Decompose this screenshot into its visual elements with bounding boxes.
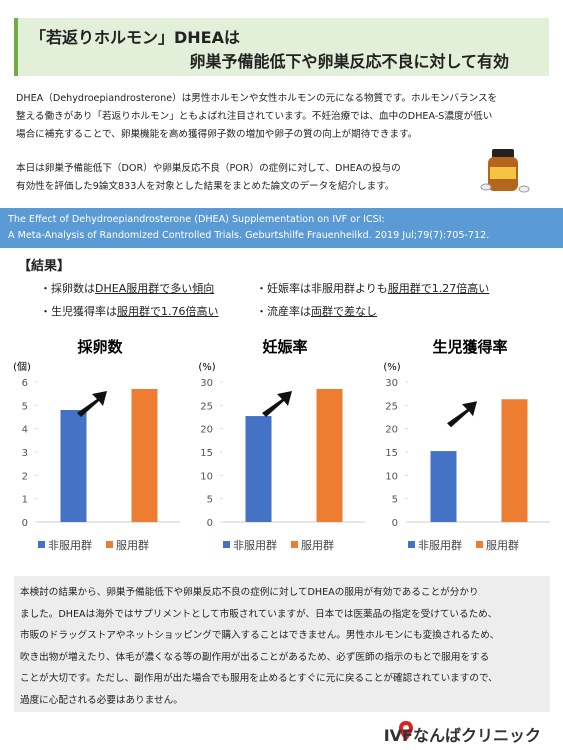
- y-tick-label: 15: [200, 448, 213, 459]
- y-tick-label: 3: [22, 448, 28, 459]
- results-heading: 【結果】: [18, 259, 71, 274]
- text-line: 過度に心配される必要はありません。: [20, 694, 183, 706]
- legend-swatch: [223, 541, 230, 548]
- y-tick-label: 6: [22, 378, 28, 389]
- legend-swatch: [106, 541, 113, 548]
- text-line: 本検討の結果から、卵巣予備能低下や卵巣反応不良の症例に対してDHEAの服用が有効…: [20, 587, 479, 598]
- supplement-icon: [480, 149, 530, 193]
- y-tick-label: 30: [200, 378, 213, 389]
- bar: [430, 451, 457, 522]
- result-item: ・流産率は両群で差なし: [256, 303, 377, 319]
- underlined-text: 服用群で1.27倍高い: [387, 282, 490, 295]
- underlined-text: DHEA服用群で多い傾向: [95, 282, 215, 295]
- result-item: ・採卵数はDHEA服用群で多い傾向: [40, 280, 214, 296]
- bar: [131, 389, 158, 522]
- underlined-text: 両群で差なし: [311, 305, 377, 318]
- y-tick-label: 20: [200, 425, 213, 436]
- text-line: 吹き出物が増えたり、体毛が濃くなる等の副作用が出ることがあるため、必ず医師の指示…: [20, 651, 490, 663]
- y-tick-label: 20: [385, 425, 398, 436]
- result-item: ・生児獲得率は服用群で1.76倍高い: [40, 303, 219, 319]
- arrow: [262, 391, 292, 417]
- bar: [245, 416, 272, 522]
- y-tick-label: 10: [200, 471, 213, 482]
- text-line: 市販のドラッグストアやネットショッピングで購入することはできません。男性ホルモン…: [20, 630, 500, 641]
- text: ・生児獲得率は: [40, 305, 117, 318]
- text-line: 本日は卵巣予備能低下（DOR）や卵巣反応不良（POR）の症例に対して、DHEAの…: [16, 163, 401, 174]
- text-line: 場合に補充することで、卵巣機能を高め獲得卵子数の増加や卵子の質の向上が期待できま…: [16, 129, 418, 140]
- arrow: [77, 391, 107, 417]
- logo-pin: [399, 721, 413, 741]
- text: ・採卵数は: [40, 282, 95, 295]
- y-tick-label: 2: [22, 471, 28, 482]
- title-line: 卵巣予備能低下や卵巣反応不良に対して有効: [189, 52, 509, 71]
- chart-title: 採卵数: [77, 338, 123, 356]
- text: ・妊娠率は非服用群よりも: [256, 282, 388, 295]
- y-tick-label: 0: [392, 518, 398, 529]
- legend-label: 非服用群: [48, 538, 92, 552]
- result-item: ・妊娠率は非服用群よりも服用群で1.27倍高い: [256, 280, 489, 296]
- bar: [60, 410, 87, 522]
- y-tick-label: 5: [22, 401, 28, 412]
- y-tick-label: 4: [22, 425, 28, 436]
- bar: [316, 389, 343, 522]
- citation-line: A Meta-Analysis of Randomized Controlled…: [8, 230, 490, 241]
- legend-label: 非服用群: [233, 538, 277, 552]
- y-tick-label: 0: [22, 518, 28, 529]
- title-box: 「若返りホルモン」DHEAは 卵巣予備能低下や卵巣反応不良に対して有効: [14, 18, 549, 76]
- logo: IVFなんばクリニック: [383, 726, 541, 745]
- y-axis-label: (%): [198, 362, 215, 373]
- y-tick-label: 25: [385, 401, 398, 412]
- y-tick-label: 25: [200, 401, 213, 412]
- underlined-text: 服用群で1.76倍高い: [117, 305, 219, 318]
- conclusion: 本検討の結果から、卵巣予備能低下や卵巣反応不良の症例に対してDHEAの服用が有効…: [14, 576, 550, 712]
- text-line: DHEA（Dehydroepiandrosterone）は男性ホルモンや女性ホル…: [16, 93, 498, 104]
- y-axis-label: (%): [383, 362, 400, 373]
- legend-swatch: [38, 541, 45, 548]
- y-tick-label: 5: [207, 495, 213, 506]
- y-tick-label: 15: [385, 448, 398, 459]
- legend-label: 非服用群: [418, 538, 462, 552]
- y-tick-label: 0: [207, 518, 213, 529]
- text-line: 有効性を評価した9論文833人を対象とした結果をまとめた論文のデータを紹介します…: [16, 181, 395, 192]
- intro: DHEA（Dehydroepiandrosterone）は男性ホルモンや女性ホル…: [16, 90, 497, 144]
- chart-title: 生児獲得率: [432, 338, 507, 356]
- legend-label: 服用群: [486, 538, 519, 552]
- arrow: [447, 401, 477, 428]
- y-tick-label: 10: [385, 471, 398, 482]
- y-tick-label: 5: [392, 495, 398, 506]
- legend-swatch: [476, 541, 483, 548]
- citation-line: The Effect of Dehydroepiandrosterone (DH…: [8, 214, 385, 225]
- y-tick-label: 1: [22, 495, 28, 506]
- y-axis-label: (個): [13, 360, 31, 373]
- text-line: ことが大切です。ただし、副作用が出た場合でも服用を止めるとすぐに元に戻ることが確…: [20, 673, 498, 684]
- chart-title: 妊娠率: [262, 338, 307, 356]
- charts: 採卵数 (個) 0 1 2 3 4 5 6 非服用群 服用群 妊娠率 (%) 0 5 10 15 20 25 30 非服…: [13, 338, 550, 552]
- intro: 本日は卵巣予備能低下（DOR）や卵巣反応不良（POR）の症例に対して、DHEAの…: [16, 160, 401, 196]
- text-line: 整える働きがあり「若返りホルモン」ともよばれ注目されています。不妊治療では、血中…: [16, 111, 493, 122]
- legend-label: 服用群: [301, 538, 334, 552]
- citation: The Effect of Dehydroepiandrosterone (DH…: [0, 208, 563, 248]
- legend-swatch: [408, 541, 415, 548]
- y-tick-label: 30: [385, 378, 398, 389]
- legend-swatch: [291, 541, 298, 548]
- bar: [501, 399, 528, 522]
- legend-label: 服用群: [116, 538, 149, 552]
- text: ・流産率は: [256, 305, 311, 318]
- text-line: ました。DHEAは海外ではサプリメントとして市販されていますが、日本では医薬品の…: [20, 608, 498, 620]
- title-line: 「若返りホルモン」DHEAは: [30, 28, 240, 47]
